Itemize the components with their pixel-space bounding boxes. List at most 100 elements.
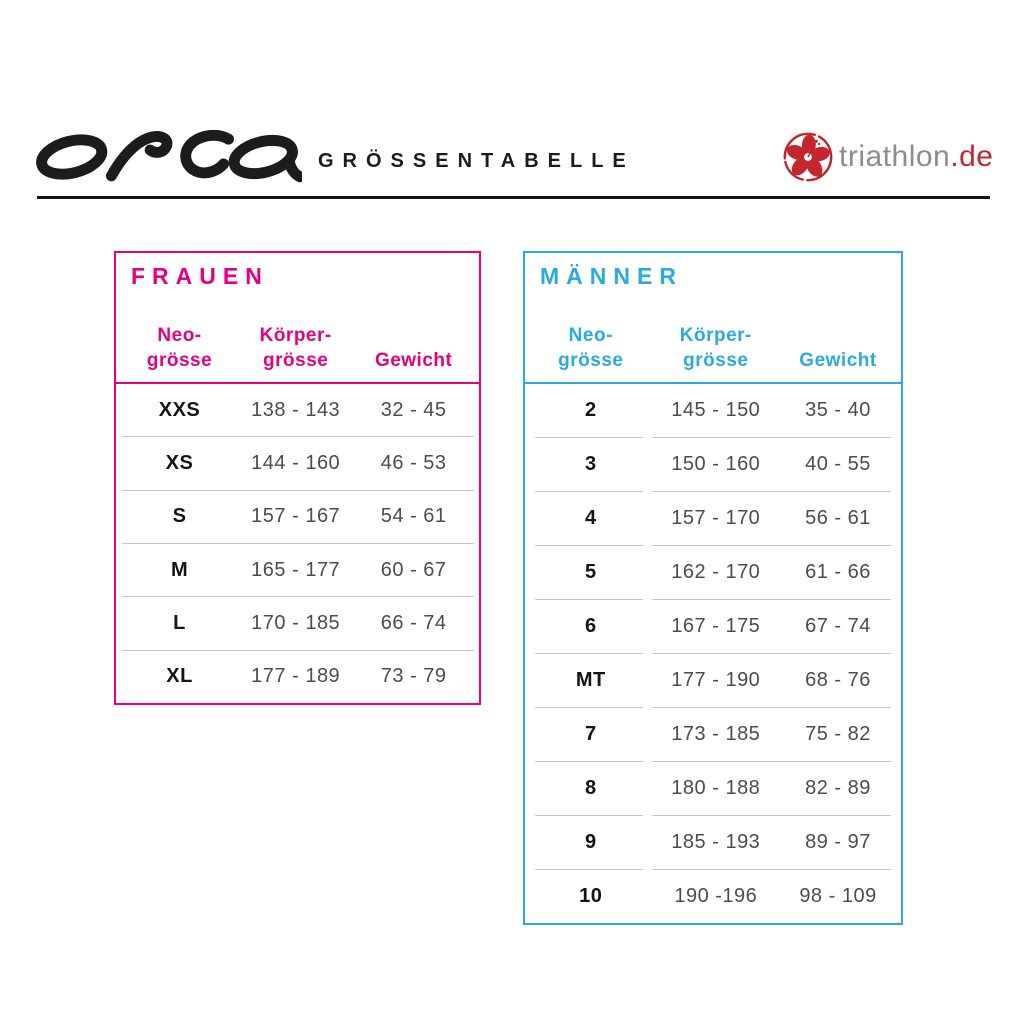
body-height-cell: 165 - 177 bbox=[251, 558, 341, 581]
table-row: 2 145 - 150 35 - 40 bbox=[525, 384, 901, 437]
row-divider bbox=[525, 869, 901, 870]
column-header-neo-groesse: Neo- grösse bbox=[146, 324, 213, 371]
weight-cell: 61 - 66 bbox=[805, 561, 871, 583]
row-divider bbox=[525, 491, 901, 492]
weight-cell: 40 - 55 bbox=[805, 453, 871, 475]
partner-logo-text: triathlon.de bbox=[839, 140, 993, 174]
table-row: XS 144 - 160 46 - 53 bbox=[116, 437, 479, 489]
column-header-koerpergroesse: Körper- grösse bbox=[259, 324, 332, 371]
weight-cell: 68 - 76 bbox=[805, 669, 871, 691]
neo-size-cell: 10 bbox=[579, 885, 603, 907]
women-table-header: FRAUEN Neo- grösse Körper- grösse Gewich… bbox=[116, 253, 479, 382]
table-row: 9 185 - 193 89 - 97 bbox=[525, 816, 901, 869]
neo-size-cell: XXS bbox=[158, 398, 201, 421]
body-height-cell: 145 - 150 bbox=[671, 399, 761, 421]
orca-logo bbox=[34, 123, 306, 187]
column-header-gewicht: Gewicht bbox=[799, 349, 877, 371]
neo-size-cell: 8 bbox=[584, 777, 597, 799]
neo-size-cell: S bbox=[172, 505, 187, 528]
men-column-headers: Neo- grösse Körper- grösse Gewicht bbox=[525, 323, 901, 373]
header-divider-rule bbox=[37, 196, 990, 199]
body-height-cell: 177 - 189 bbox=[251, 665, 341, 688]
body-height-cell: 138 - 143 bbox=[251, 398, 341, 421]
women-size-table: FRAUEN Neo- grösse Körper- grösse Gewich… bbox=[114, 251, 481, 705]
column-header-gewicht: Gewicht bbox=[374, 349, 453, 371]
women-table-body: XXS 138 - 143 32 - 45 XS 144 - 160 46 - … bbox=[116, 384, 479, 703]
body-height-cell: 185 - 193 bbox=[671, 831, 761, 853]
weight-cell: 66 - 74 bbox=[380, 611, 447, 634]
body-height-cell: 150 - 160 bbox=[671, 453, 761, 475]
neo-size-cell: XS bbox=[165, 451, 194, 474]
weight-cell: 82 - 89 bbox=[805, 777, 871, 799]
orca-wordmark-icon bbox=[36, 129, 306, 183]
weight-cell: 73 - 79 bbox=[380, 665, 447, 688]
body-height-cell: 180 - 188 bbox=[671, 777, 761, 799]
row-divider bbox=[525, 437, 901, 438]
men-size-table: MÄNNER Neo- grösse Körper- grösse Gewich… bbox=[523, 251, 903, 925]
table-row: L 170 - 185 66 - 74 bbox=[116, 597, 479, 649]
page-title: GRÖSSENTABELLE bbox=[318, 150, 635, 172]
row-divider bbox=[525, 653, 901, 654]
men-table-body: 2 145 - 150 35 - 40 3 150 - 160 40 - 55 … bbox=[525, 384, 901, 923]
weight-cell: 75 - 82 bbox=[805, 723, 871, 745]
neo-size-cell: 9 bbox=[584, 831, 597, 853]
row-divider bbox=[525, 761, 901, 762]
men-table-header: MÄNNER Neo- grösse Körper- grösse Gewich… bbox=[525, 253, 901, 382]
row-divider bbox=[116, 596, 479, 598]
body-height-cell: 170 - 185 bbox=[251, 611, 341, 634]
neo-size-cell: 5 bbox=[584, 561, 597, 583]
column-header-koerpergroesse: Körper- grösse bbox=[679, 324, 752, 371]
weight-cell: 54 - 61 bbox=[380, 505, 447, 528]
neo-size-cell: 4 bbox=[584, 507, 597, 529]
row-divider bbox=[116, 542, 479, 544]
row-divider bbox=[116, 649, 479, 651]
row-divider bbox=[525, 599, 901, 600]
row-divider bbox=[525, 545, 901, 546]
triathlon-de-logo: triathlon.de bbox=[782, 130, 993, 184]
table-row: XL 177 - 189 73 - 79 bbox=[116, 651, 479, 703]
table-row: XXS 138 - 143 32 - 45 bbox=[116, 384, 479, 436]
neo-size-cell: L bbox=[173, 611, 186, 634]
weight-cell: 35 - 40 bbox=[805, 399, 871, 421]
men-header-rule bbox=[525, 382, 901, 384]
body-height-cell: 157 - 170 bbox=[671, 507, 761, 529]
table-row: 7 173 - 185 75 - 82 bbox=[525, 708, 901, 761]
weight-cell: 60 - 67 bbox=[380, 558, 447, 581]
men-table-title: MÄNNER bbox=[540, 263, 683, 289]
body-height-cell: 167 - 175 bbox=[671, 615, 761, 637]
body-height-cell: 144 - 160 bbox=[251, 451, 341, 474]
weight-cell: 56 - 61 bbox=[805, 507, 871, 529]
weight-cell: 67 - 74 bbox=[805, 615, 871, 637]
neo-size-cell: 3 bbox=[584, 453, 597, 475]
neo-size-cell: 7 bbox=[584, 723, 597, 745]
row-divider bbox=[525, 815, 901, 816]
column-header-neo-groesse: Neo- grösse bbox=[558, 324, 624, 371]
neo-size-cell: MT bbox=[575, 669, 606, 691]
partner-name: triathlon bbox=[839, 140, 951, 173]
neo-size-cell: 6 bbox=[584, 615, 597, 637]
women-column-headers: Neo- grösse Körper- grösse Gewicht bbox=[116, 323, 479, 373]
body-height-cell: 157 - 167 bbox=[251, 505, 341, 528]
body-height-cell: 190 -196 bbox=[674, 885, 758, 907]
table-row: 10 190 -196 98 - 109 bbox=[525, 870, 901, 923]
table-row: 8 180 - 188 82 - 89 bbox=[525, 762, 901, 815]
table-row: MT 177 - 190 68 - 76 bbox=[525, 654, 901, 707]
neo-size-cell: M bbox=[170, 558, 189, 581]
body-height-cell: 173 - 185 bbox=[671, 723, 761, 745]
body-height-cell: 162 - 170 bbox=[671, 561, 761, 583]
weight-cell: 32 - 45 bbox=[380, 398, 447, 421]
table-row: 6 167 - 175 67 - 74 bbox=[525, 600, 901, 653]
neo-size-cell: XL bbox=[166, 665, 193, 688]
weight-cell: 89 - 97 bbox=[805, 831, 871, 853]
table-row: 5 162 - 170 61 - 66 bbox=[525, 546, 901, 599]
table-row: 4 157 - 170 56 - 61 bbox=[525, 492, 901, 545]
women-table-title: FRAUEN bbox=[131, 263, 269, 289]
hibiscus-flower-icon bbox=[783, 132, 833, 182]
women-header-rule bbox=[116, 382, 479, 384]
body-height-cell: 177 - 190 bbox=[671, 669, 761, 691]
row-divider bbox=[116, 489, 479, 491]
table-row: M 165 - 177 60 - 67 bbox=[116, 544, 479, 596]
weight-cell: 98 - 109 bbox=[799, 885, 877, 907]
table-row: 3 150 - 160 40 - 55 bbox=[525, 438, 901, 491]
row-divider bbox=[116, 436, 479, 438]
